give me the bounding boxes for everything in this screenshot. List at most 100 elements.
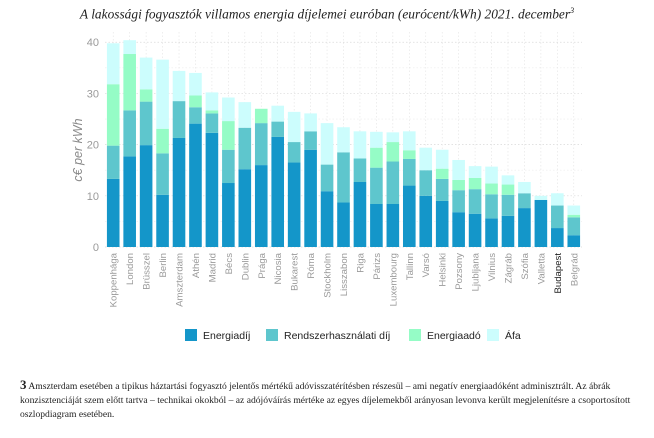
legend: Energiadíj Rendszerhasználati díj Energiaa… bbox=[185, 329, 521, 342]
bar-segment bbox=[353, 158, 367, 182]
bar-segment bbox=[139, 145, 153, 247]
x-tick-label: Bukarest bbox=[290, 253, 301, 291]
legend-label: Rendszerhasználati díj bbox=[284, 330, 390, 342]
bar-segment bbox=[435, 168, 449, 179]
x-tick-label: Vilnius bbox=[487, 253, 498, 281]
bar-segment bbox=[567, 217, 581, 236]
legend-swatch bbox=[409, 329, 421, 341]
bar-segment bbox=[402, 158, 416, 186]
bar-segment bbox=[567, 214, 581, 218]
bar-segment bbox=[452, 159, 465, 180]
bar-segment bbox=[337, 127, 350, 153]
bar-segment bbox=[205, 92, 219, 111]
bar-segment bbox=[123, 110, 136, 157]
bar-segment bbox=[402, 150, 416, 159]
bar-segment bbox=[172, 101, 186, 138]
legend-swatch bbox=[487, 329, 499, 341]
bar-segment bbox=[386, 142, 400, 162]
bar-segment bbox=[435, 200, 449, 247]
bar-segment bbox=[205, 110, 219, 114]
bar-segment bbox=[452, 212, 465, 247]
bar-segment bbox=[353, 131, 367, 159]
bar-segment bbox=[222, 183, 235, 247]
x-tick-label: Róma bbox=[306, 252, 317, 278]
bar-segment bbox=[435, 149, 449, 169]
bar-segment bbox=[468, 189, 482, 214]
x-tick-label: Varsó bbox=[421, 253, 432, 277]
bar-segment bbox=[172, 70, 186, 102]
bar-segment bbox=[287, 142, 301, 163]
x-tick-label: Helsinki bbox=[438, 253, 449, 287]
bar-segment bbox=[304, 149, 317, 247]
bar-segment bbox=[106, 84, 120, 146]
x-tick-label: Luxembourg bbox=[388, 253, 399, 306]
bar-segment bbox=[419, 147, 433, 171]
x-tick-label: Pozsony bbox=[454, 253, 465, 290]
bar-segment bbox=[485, 183, 498, 195]
bar-segment bbox=[518, 181, 531, 194]
legend-swatch bbox=[266, 329, 278, 341]
bar-segment bbox=[551, 205, 564, 229]
bar-segment bbox=[370, 167, 383, 204]
bar-segment bbox=[518, 208, 531, 247]
bar-segment bbox=[337, 202, 350, 247]
footnote-text: Amszterdam esetében a tipikus háztartási… bbox=[20, 381, 631, 420]
legend-label: Energiaadó bbox=[427, 330, 481, 342]
bar-segment bbox=[123, 156, 136, 247]
bar-segment bbox=[353, 181, 367, 247]
x-tick-label: Szófia bbox=[520, 252, 531, 279]
x-tick-label: London bbox=[125, 253, 136, 285]
bar-segment bbox=[551, 228, 564, 247]
x-tick-label: Berlin bbox=[158, 253, 169, 278]
bar-segment bbox=[337, 152, 350, 203]
x-tick-label: Riga bbox=[355, 252, 366, 272]
bar-segment bbox=[238, 102, 252, 128]
bar-segment bbox=[222, 97, 235, 122]
bar-segment bbox=[468, 166, 482, 178]
bar-segment bbox=[271, 136, 285, 247]
legend-label: Energiadíj bbox=[203, 330, 250, 342]
bar-segment bbox=[320, 123, 334, 165]
bar-segment bbox=[370, 147, 383, 168]
bar-segment bbox=[156, 128, 169, 154]
chart-title-text: A lakossági fogyasztók villamos energia … bbox=[79, 6, 571, 22]
chart-title: A lakossági fogyasztók villamos energia … bbox=[0, 6, 654, 22]
bar-segment bbox=[172, 137, 186, 247]
bar-segment bbox=[123, 40, 136, 55]
x-tick-label: Zágráb bbox=[503, 253, 514, 283]
y-tick-label: 40 bbox=[87, 37, 99, 49]
x-tick-label: Ljubljana bbox=[471, 252, 482, 291]
footnote: 3 Amszterdam esetében a tipikus háztartá… bbox=[20, 378, 642, 422]
bar-segment bbox=[156, 194, 169, 247]
bar-segment bbox=[287, 111, 301, 143]
x-tick-label: Belgrád bbox=[569, 253, 580, 286]
y-tick-label: 0 bbox=[93, 242, 99, 254]
bar-segment bbox=[156, 153, 169, 195]
bar-segment bbox=[386, 132, 400, 143]
bar-segment bbox=[402, 185, 416, 247]
bar-segment bbox=[254, 108, 268, 124]
bar-segment bbox=[402, 131, 416, 151]
bar-segment bbox=[238, 169, 252, 247]
bar-segment bbox=[419, 170, 433, 196]
x-tick-label: Nicosia bbox=[273, 252, 284, 284]
x-tick-label: Madrid bbox=[207, 253, 218, 282]
x-axis-ticks: Koppenhága London Brüsszel Berlin Amszterdam… bbox=[109, 252, 581, 307]
bar-segment bbox=[485, 166, 498, 184]
bar-segment bbox=[139, 101, 153, 146]
x-tick-label: Athén bbox=[191, 253, 202, 278]
legend-swatch bbox=[185, 329, 197, 341]
bar-segment bbox=[304, 131, 317, 150]
bar-segment bbox=[320, 191, 334, 247]
x-tick-label: Brüsszel bbox=[142, 253, 153, 290]
bar-segment bbox=[189, 95, 202, 108]
legend-label: Áfa bbox=[505, 329, 521, 342]
bar-segment bbox=[518, 193, 531, 209]
bar-segment bbox=[238, 127, 252, 170]
bar-segment bbox=[452, 190, 465, 213]
bar-segment bbox=[106, 43, 120, 85]
y-tick-label: 30 bbox=[87, 88, 99, 100]
bar-segment bbox=[205, 113, 219, 133]
footnote-mark: 3 bbox=[20, 377, 27, 392]
bar-segment bbox=[254, 123, 268, 166]
